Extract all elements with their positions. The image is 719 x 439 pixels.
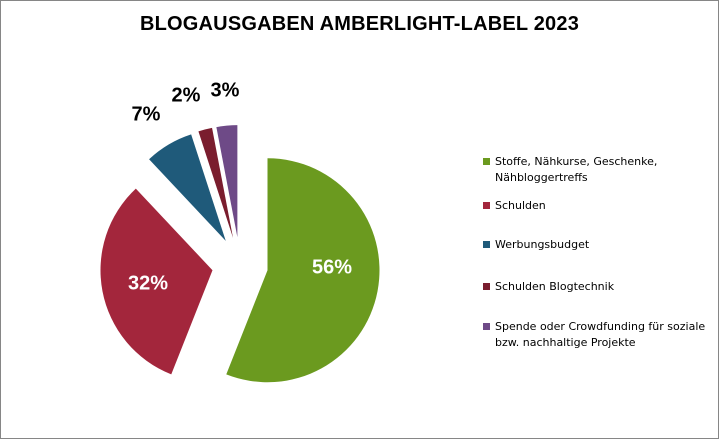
pie-slice (100, 188, 213, 375)
legend-item: Schulden Blogtechnik (483, 279, 713, 295)
data-label: 2% (172, 84, 201, 106)
data-label: 32% (128, 272, 168, 294)
pie-slice (216, 125, 238, 238)
data-label: 7% (132, 103, 161, 125)
data-label: 56% (312, 256, 352, 278)
pie-slice (226, 158, 380, 383)
legend-swatch (483, 202, 490, 209)
legend-item: Stoffe, Nähkurse, Geschenke, Nähbloggert… (483, 154, 713, 186)
pie-slice (149, 134, 226, 241)
legend-label: Spende oder Crowdfunding für soziale bzw… (495, 320, 706, 349)
legend-label: Werbungsbudget (495, 238, 590, 251)
pie-slice (198, 127, 234, 238)
legend-swatch (483, 158, 490, 165)
legend-item: Spende oder Crowdfunding für soziale bzw… (483, 319, 713, 351)
legend-label: Stoffe, Nähkurse, Geschenke, Nähbloggert… (495, 155, 658, 184)
legend-swatch (483, 241, 490, 248)
legend-item: Schulden (483, 198, 713, 214)
legend-label: Schulden (495, 199, 546, 212)
data-label: 3% (211, 79, 240, 101)
legend-swatch (483, 323, 490, 330)
chart-title: BLOGAUSGABEN AMBERLIGHT-LABEL 2023 (139, 13, 580, 35)
legend-item: Werbungsbudget (483, 237, 713, 253)
legend-label: Schulden Blogtechnik (495, 280, 615, 293)
legend-swatch (483, 283, 490, 290)
